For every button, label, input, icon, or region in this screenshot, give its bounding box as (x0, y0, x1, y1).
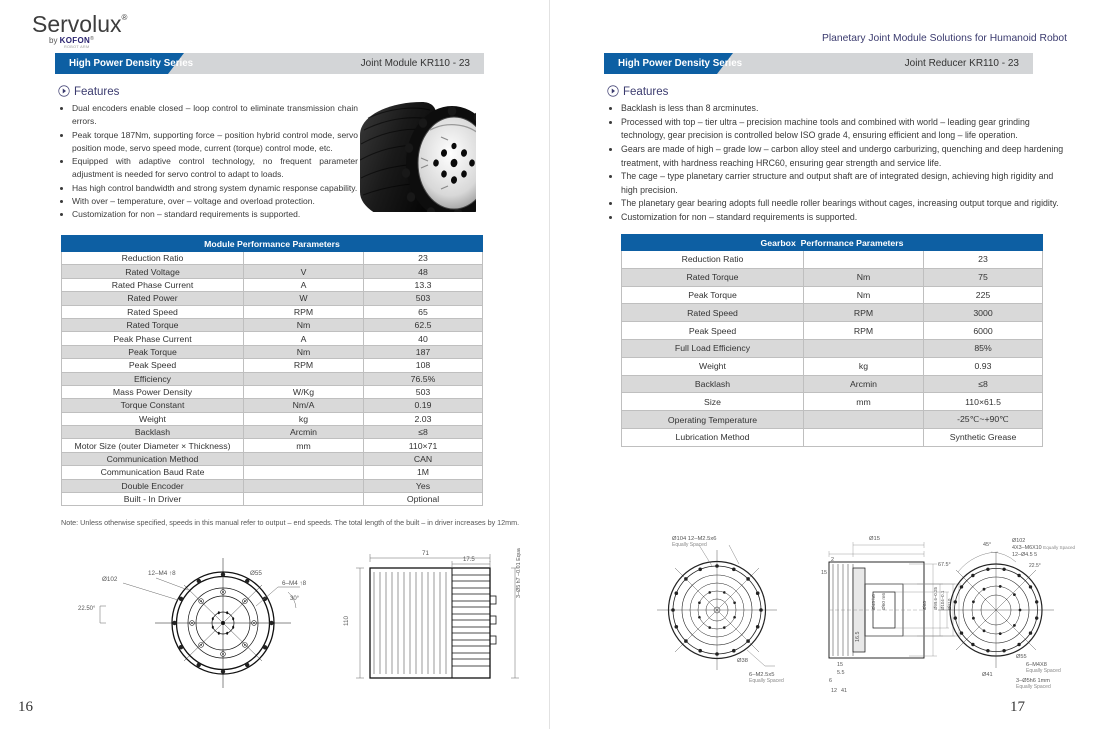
svg-text:Ø15: Ø15 (869, 536, 880, 542)
svg-text:Equally Spaced: Equally Spaced (1026, 668, 1061, 674)
svg-text:12–Ø4.5 5: 12–Ø4.5 5 (1012, 552, 1037, 558)
svg-text:Equally Spaced: Equally Spaced (672, 542, 707, 548)
svg-text:Ø99.6–0.25: Ø99.6–0.25 (933, 586, 938, 610)
svg-text:Ø104–0.1: Ø104–0.1 (940, 590, 945, 610)
svg-text:15: 15 (821, 570, 827, 576)
svg-text:Ø38: Ø38 (737, 658, 748, 664)
svg-text:16.5: 16.5 (855, 632, 861, 643)
svg-text:30°: 30° (290, 596, 300, 602)
svg-text:6: 6 (829, 678, 832, 684)
svg-text:67.5°: 67.5° (938, 562, 951, 568)
svg-text:5.5: 5.5 (837, 670, 845, 676)
svg-text:15: 15 (837, 662, 843, 668)
svg-text:Ø41: Ø41 (982, 672, 993, 678)
svg-text:Ø102: Ø102 (1012, 538, 1025, 544)
svg-text:12: 12 (831, 688, 837, 694)
svg-text:Ø55: Ø55 (1016, 654, 1027, 660)
svg-text:6–M4 ↑8: 6–M4 ↑8 (282, 580, 307, 587)
svg-text:17.5: 17.5 (463, 557, 475, 563)
svg-text:2: 2 (831, 557, 834, 563)
svg-text:Equally Spaced: Equally Spaced (749, 678, 784, 684)
svg-text:Equally Spaced: Equally Spaced (1016, 684, 1051, 690)
svg-text:22.50°: 22.50° (78, 606, 96, 612)
svg-text:Ø60 m6: Ø60 m6 (881, 593, 887, 610)
svg-text:Ø45 h8: Ø45 h8 (871, 594, 877, 610)
svg-text:12–M4 ↑8: 12–M4 ↑8 (148, 570, 176, 577)
svg-text:110: 110 (343, 615, 350, 626)
svg-text:4X3–M6X10 Equally Spaced: 4X3–M6X10 Equally Spaced (1012, 545, 1076, 551)
svg-text:22.5°: 22.5° (1029, 563, 1041, 569)
svg-text:Ø102: Ø102 (102, 576, 118, 583)
svg-text:3–Ø5 h7 –0.01 Equally Spaced: 3–Ø5 h7 –0.01 Equally Spaced (516, 548, 522, 598)
svg-text:41: 41 (841, 688, 847, 694)
svg-text:Ø55: Ø55 (250, 570, 262, 577)
svg-text:71: 71 (422, 550, 430, 557)
svg-text:45°: 45° (983, 542, 991, 548)
svg-text:Ø63: Ø63 (922, 601, 928, 610)
